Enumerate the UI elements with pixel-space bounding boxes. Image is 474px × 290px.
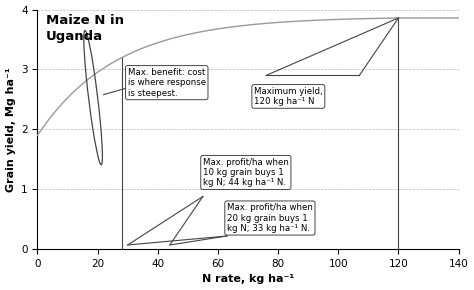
- Y-axis label: Grain yield, Mg ha⁻¹: Grain yield, Mg ha⁻¹: [6, 67, 16, 192]
- Text: Maximum yield,
120 kg ha⁻¹ N: Maximum yield, 120 kg ha⁻¹ N: [254, 87, 323, 106]
- Text: Maize N in
Uganda: Maize N in Uganda: [46, 14, 124, 43]
- X-axis label: N rate, kg ha⁻¹: N rate, kg ha⁻¹: [202, 274, 294, 284]
- Text: Max. profit/ha when
10 kg grain buys 1
kg N; 44 kg ha⁻¹ N.: Max. profit/ha when 10 kg grain buys 1 k…: [203, 157, 289, 187]
- Text: Max. benefit: cost
is where response
is steepest.: Max. benefit: cost is where response is …: [128, 68, 206, 97]
- Text: Max. profit/ha when
20 kg grain buys 1
kg N; 33 kg ha⁻¹ N.: Max. profit/ha when 20 kg grain buys 1 k…: [227, 203, 313, 233]
